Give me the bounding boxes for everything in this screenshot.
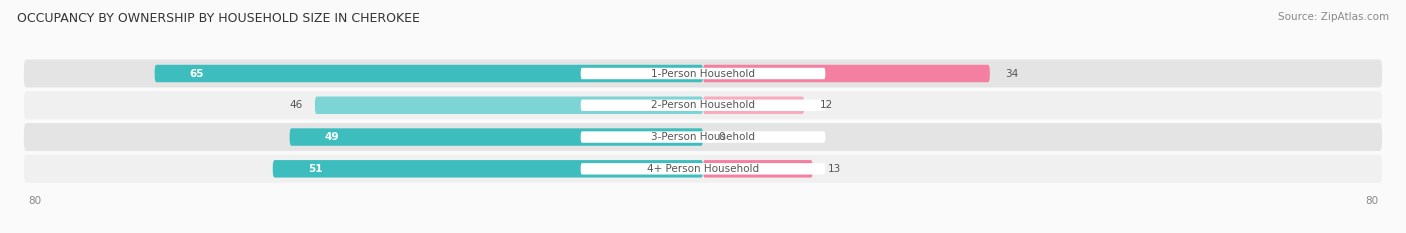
Text: OCCUPANCY BY OWNERSHIP BY HOUSEHOLD SIZE IN CHEROKEE: OCCUPANCY BY OWNERSHIP BY HOUSEHOLD SIZE…: [17, 12, 420, 25]
Text: 80: 80: [1365, 196, 1378, 206]
Text: 34: 34: [1005, 69, 1018, 79]
Text: 4+ Person Household: 4+ Person Household: [647, 164, 759, 174]
FancyBboxPatch shape: [703, 65, 990, 82]
FancyBboxPatch shape: [273, 160, 703, 178]
FancyBboxPatch shape: [581, 163, 825, 175]
FancyBboxPatch shape: [703, 96, 804, 114]
Text: 12: 12: [820, 100, 832, 110]
FancyBboxPatch shape: [24, 59, 1382, 87]
FancyBboxPatch shape: [155, 65, 703, 82]
Text: 0: 0: [718, 132, 724, 142]
FancyBboxPatch shape: [703, 160, 813, 178]
Text: Source: ZipAtlas.com: Source: ZipAtlas.com: [1278, 12, 1389, 22]
FancyBboxPatch shape: [24, 155, 1382, 183]
Text: 13: 13: [828, 164, 841, 174]
Text: 65: 65: [190, 69, 204, 79]
FancyBboxPatch shape: [581, 68, 825, 79]
FancyBboxPatch shape: [581, 99, 825, 111]
Text: 3-Person Household: 3-Person Household: [651, 132, 755, 142]
FancyBboxPatch shape: [581, 131, 825, 143]
Text: 51: 51: [308, 164, 322, 174]
Text: 49: 49: [325, 132, 339, 142]
Text: 80: 80: [28, 196, 41, 206]
FancyBboxPatch shape: [290, 128, 703, 146]
FancyBboxPatch shape: [315, 96, 703, 114]
Text: 2-Person Household: 2-Person Household: [651, 100, 755, 110]
Text: 46: 46: [290, 100, 302, 110]
Text: 1-Person Household: 1-Person Household: [651, 69, 755, 79]
FancyBboxPatch shape: [24, 91, 1382, 119]
FancyBboxPatch shape: [24, 123, 1382, 151]
